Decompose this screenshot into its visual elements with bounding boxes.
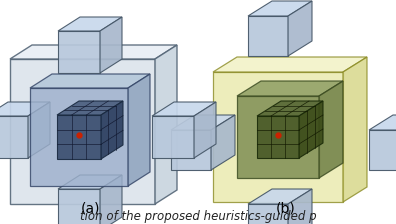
Polygon shape (237, 96, 319, 178)
Polygon shape (319, 81, 343, 178)
Polygon shape (100, 175, 122, 224)
Polygon shape (248, 1, 312, 16)
Polygon shape (57, 101, 123, 115)
Polygon shape (343, 57, 367, 202)
Polygon shape (288, 1, 312, 56)
Polygon shape (248, 189, 312, 204)
Polygon shape (213, 57, 367, 72)
Polygon shape (194, 102, 216, 158)
Text: (a): (a) (80, 202, 100, 216)
Polygon shape (155, 45, 177, 204)
Polygon shape (171, 130, 211, 170)
Polygon shape (288, 189, 312, 224)
Polygon shape (257, 116, 299, 158)
Polygon shape (213, 72, 343, 202)
Text: (b): (b) (276, 202, 296, 216)
Polygon shape (100, 17, 122, 73)
Polygon shape (57, 115, 101, 159)
Polygon shape (58, 31, 100, 73)
Polygon shape (299, 101, 323, 158)
Text: tion of the proposed heuristics-guided p: tion of the proposed heuristics-guided p (80, 210, 316, 223)
Polygon shape (152, 116, 194, 158)
Polygon shape (0, 116, 28, 158)
Polygon shape (10, 45, 177, 59)
Polygon shape (58, 175, 122, 189)
Polygon shape (0, 102, 50, 116)
Polygon shape (58, 17, 122, 31)
Polygon shape (171, 115, 235, 130)
Polygon shape (101, 101, 123, 159)
Polygon shape (369, 130, 396, 170)
Polygon shape (257, 101, 323, 116)
Polygon shape (211, 115, 235, 170)
Polygon shape (248, 16, 288, 56)
Polygon shape (152, 102, 216, 116)
Polygon shape (248, 204, 288, 224)
Polygon shape (28, 102, 50, 158)
Polygon shape (30, 88, 128, 186)
Polygon shape (369, 115, 396, 130)
Polygon shape (237, 81, 343, 96)
Polygon shape (128, 74, 150, 186)
Polygon shape (10, 59, 155, 204)
Polygon shape (30, 74, 150, 88)
Polygon shape (58, 189, 100, 224)
